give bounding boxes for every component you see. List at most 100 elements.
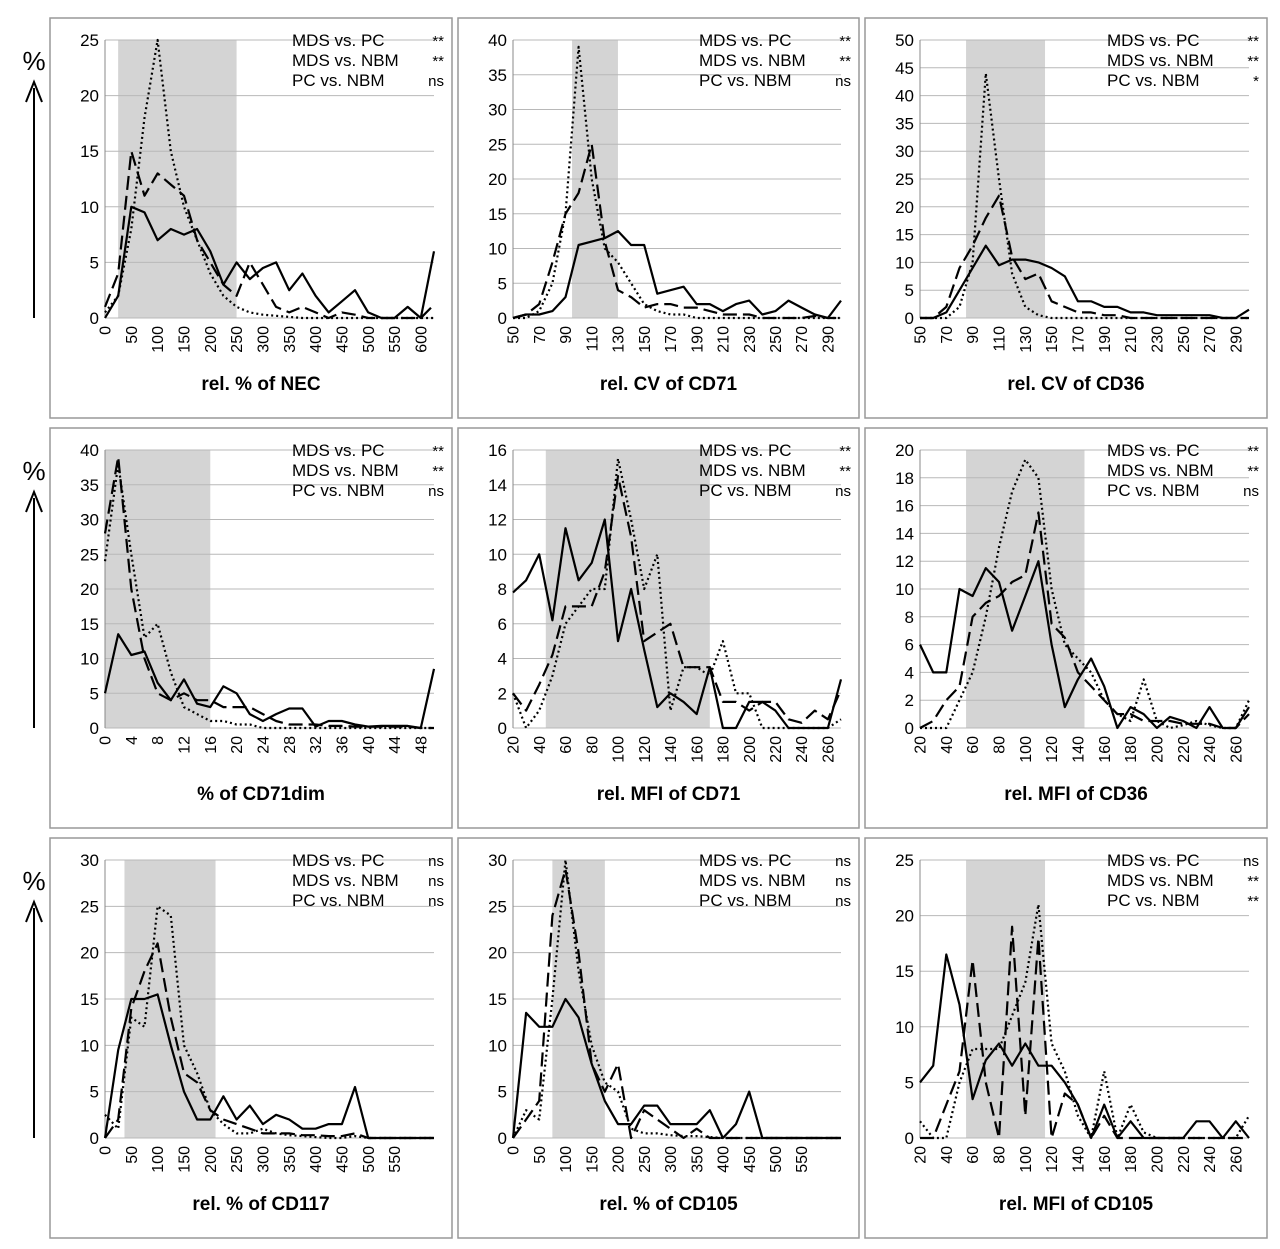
y-tick-label: 10 <box>895 253 914 272</box>
y-tick-label: 20 <box>895 198 914 217</box>
legend-significance: ** <box>432 53 444 70</box>
legend-comparison-label: MDS vs. NBM <box>699 51 806 70</box>
legend-significance: ** <box>839 33 851 50</box>
x-tick-label: 20 <box>913 1146 930 1164</box>
chart-panel-2: 0 5 10 15 20 25 30 35 40 50 70 90 110 130 150 170 190 210… <box>457 17 860 419</box>
y-tick-label: 35 <box>895 114 914 133</box>
series-line-pc <box>104 942 434 1140</box>
legend-comparison-label: PC vs. NBM <box>699 71 792 90</box>
y-tick-label: 30 <box>895 142 914 161</box>
x-tick-label: 450 <box>334 1146 351 1173</box>
x-tick-label: 180 <box>716 736 733 763</box>
legend-significance: ns <box>835 893 851 910</box>
y-percent-label: % <box>22 866 45 896</box>
x-tick-label: 32 <box>308 736 325 754</box>
y-tick-label: 0 <box>498 719 507 738</box>
x-tick-label: 400 <box>308 326 325 353</box>
x-tick-label: 150 <box>1044 326 1061 353</box>
shaded-reference-range <box>966 860 1046 1138</box>
x-tick-label: 200 <box>203 326 220 353</box>
x-tick-label: 220 <box>1176 1146 1193 1173</box>
y-tick-label: 0 <box>90 1129 99 1148</box>
legend-significance: * <box>1253 73 1259 90</box>
series-line-nbm <box>512 858 841 1140</box>
series-line-mds <box>920 244 1250 320</box>
y-tick-label: 16 <box>488 441 507 460</box>
x-axis-title: rel. % of CD105 <box>599 1194 738 1215</box>
x-axis-title: % of CD71dim <box>197 784 325 805</box>
y-tick-label: 20 <box>80 580 99 599</box>
legend-significance: ns <box>428 483 444 500</box>
panel-frame <box>49 17 453 419</box>
x-tick-label: 100 <box>1018 1146 1035 1173</box>
y-tick-label: 30 <box>80 851 99 870</box>
x-tick-label: 210 <box>1123 326 1140 353</box>
y-tick-label: 14 <box>895 524 914 543</box>
x-tick-label: 190 <box>689 326 706 353</box>
y-tick-label: 5 <box>498 1083 507 1102</box>
y-tick-label: 2 <box>905 691 914 710</box>
y-tick-label: 15 <box>80 990 99 1009</box>
legend-comparison-label: MDS vs. PC <box>699 31 792 50</box>
x-tick-label: 200 <box>1149 736 1166 763</box>
x-axis-title: rel. % of CD117 <box>192 1194 329 1215</box>
x-tick-label: 290 <box>820 326 837 353</box>
x-tick-label: 50 <box>913 326 930 344</box>
x-tick-label: 70 <box>532 326 549 344</box>
y-tick-label: 0 <box>905 309 914 328</box>
legend-significance: ** <box>1247 443 1259 460</box>
y-arrow-head <box>25 899 43 923</box>
x-tick-label: 400 <box>716 1146 733 1173</box>
x-tick-label: 0 <box>98 326 115 335</box>
y-tick-label: 12 <box>895 552 914 571</box>
x-tick-label: 170 <box>1071 326 1088 353</box>
series-line-mds <box>919 953 1250 1140</box>
legend-significance: ** <box>1247 33 1259 50</box>
x-tick-label: 20 <box>229 736 246 754</box>
x-tick-label: 260 <box>1228 736 1245 763</box>
x-tick-label: 80 <box>584 736 601 754</box>
x-tick-label: 120 <box>1044 736 1061 763</box>
series-line-mds <box>919 560 1250 730</box>
legend-significance: ** <box>1247 893 1259 910</box>
x-tick-label: 140 <box>663 736 680 763</box>
y-tick-label: 10 <box>488 240 507 259</box>
x-tick-label: 350 <box>282 326 299 353</box>
chart-panel-6: 0 2 4 6 8 10 12 14 16 18 20 20 40 60 80 100 120 140 160 180… <box>864 427 1268 829</box>
series-line-nbm <box>920 72 1249 320</box>
legend-comparison-label: MDS vs. PC <box>292 31 385 50</box>
x-tick-label: 140 <box>1071 1146 1088 1173</box>
x-tick-label: 100 <box>1018 736 1035 763</box>
y-tick-label: 15 <box>80 615 99 634</box>
x-tick-label: 0 <box>506 1146 523 1155</box>
y-tick-label: 25 <box>895 851 914 870</box>
y-tick-label: 5 <box>90 684 99 703</box>
x-tick-label: 70 <box>939 326 956 344</box>
x-tick-label: 150 <box>637 326 654 353</box>
x-tick-label: 180 <box>1123 1146 1140 1173</box>
y-tick-label: 10 <box>895 1018 914 1037</box>
y-tick-label: 6 <box>905 636 914 655</box>
legend-significance: ns <box>428 853 444 870</box>
legend-comparison-label: MDS vs. NBM <box>292 51 399 70</box>
x-tick-label: 220 <box>1176 736 1193 763</box>
legend-comparison-label: MDS vs. PC <box>1107 851 1200 870</box>
series-line-nbm <box>511 457 842 730</box>
x-tick-label: 210 <box>716 326 733 353</box>
legend-comparison-label: PC vs. NBM <box>292 481 385 500</box>
y-tick-label: 40 <box>488 31 507 50</box>
x-axis-title: rel. MFI of CD36 <box>1004 784 1148 805</box>
legend-significance: ns <box>428 73 444 90</box>
y-tick-label: 30 <box>488 101 507 120</box>
y-tick-label: 14 <box>488 476 507 495</box>
panel-frame <box>864 17 1268 419</box>
y-tick-label: 10 <box>895 580 914 599</box>
x-tick-label: 550 <box>387 326 404 353</box>
legend-comparison-label: MDS vs. NBM <box>292 871 399 890</box>
x-tick-label: 120 <box>637 736 654 763</box>
x-tick-label: 270 <box>794 326 811 353</box>
legend-comparison-label: PC vs. NBM <box>699 891 792 910</box>
chart-panel-9: 0 5 10 15 20 25 20 40 60 80 100 120 140 160 180 200 220 2… <box>864 837 1268 1239</box>
legend-significance: ** <box>432 443 444 460</box>
